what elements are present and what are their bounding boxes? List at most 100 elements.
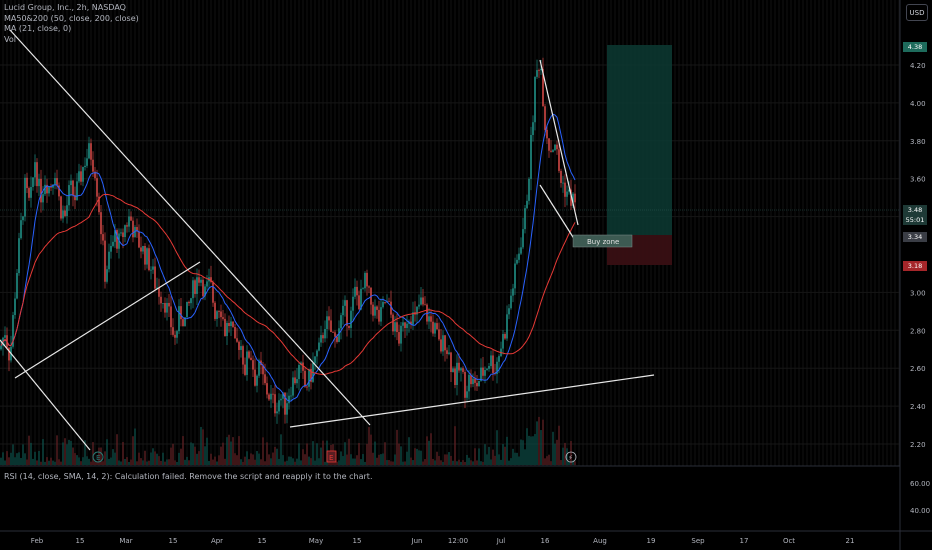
candle <box>254 358 256 387</box>
price-label-bg <box>903 42 927 52</box>
candle <box>544 103 546 136</box>
time-tick-label: Sep <box>691 537 705 545</box>
candle <box>94 167 96 181</box>
candle <box>280 394 282 406</box>
volume-bar <box>464 461 466 465</box>
candle <box>322 332 324 344</box>
volume-bar <box>518 456 520 465</box>
chart-legend[interactable]: Lucid Group, Inc., 2h, NASDAQ MA50&200 (… <box>4 3 139 45</box>
volume-bar <box>476 460 478 465</box>
volume-bar <box>28 435 30 465</box>
volume-bar <box>158 456 160 465</box>
candle <box>526 194 528 210</box>
candle <box>130 211 132 221</box>
volume-bar <box>280 434 282 465</box>
candle <box>46 178 48 203</box>
candle <box>80 165 82 186</box>
volume-bar <box>568 461 570 465</box>
candle <box>496 357 498 384</box>
candle <box>562 175 564 193</box>
volume-bar <box>262 437 264 465</box>
volume-bar <box>358 443 360 465</box>
buy-zone-label: Buy zone <box>587 238 619 246</box>
candle <box>250 351 252 361</box>
volume-bar <box>76 455 78 465</box>
price-label: 3.48 <box>903 205 927 215</box>
volume-bar <box>208 460 210 465</box>
volume-bar <box>560 460 562 465</box>
candle <box>242 344 244 374</box>
candle <box>346 299 348 337</box>
volume-bar <box>480 461 482 465</box>
volume-bar <box>154 451 156 465</box>
volume-bar <box>198 451 200 465</box>
volume-bar <box>510 458 512 465</box>
volume-bar <box>388 460 390 465</box>
candle <box>30 176 32 208</box>
candle <box>38 173 40 197</box>
volume-bar <box>524 449 526 465</box>
legend-volume[interactable]: Vol <box>4 34 16 44</box>
volume-bar <box>34 451 36 465</box>
candle <box>316 349 318 365</box>
candle <box>88 136 90 160</box>
volume-bar <box>322 440 324 465</box>
volume-bar <box>384 442 386 465</box>
candle <box>4 326 6 346</box>
candle <box>378 300 380 325</box>
candle <box>292 371 294 399</box>
volume-bar <box>570 441 572 465</box>
volume-bars <box>0 416 576 465</box>
currency-button[interactable]: USD <box>906 4 928 21</box>
legend-ma50-200[interactable]: MA50&200 (50, close, 200, close) <box>4 13 139 23</box>
candle <box>308 368 310 392</box>
volume-bar <box>556 439 558 465</box>
volume-bar <box>438 456 440 465</box>
volume-bar <box>418 450 420 465</box>
volume-bar <box>206 437 208 465</box>
volume-bar <box>174 460 176 465</box>
volume-bar <box>360 459 362 465</box>
volume-bar <box>52 460 54 465</box>
candle <box>366 269 368 296</box>
candle <box>310 363 312 390</box>
legend-ma21[interactable]: MA (21, close, 0) <box>4 24 72 33</box>
candle <box>326 310 328 339</box>
volume-bar <box>410 457 412 465</box>
candle <box>474 371 476 391</box>
volume-bar <box>260 459 262 465</box>
volume-bar <box>84 440 86 465</box>
candle <box>508 304 510 320</box>
volume-bar <box>526 428 528 465</box>
volume-bar <box>320 447 322 465</box>
volume-bar <box>50 457 52 465</box>
volume-bar <box>308 456 310 465</box>
candle <box>486 368 488 371</box>
candle <box>200 276 202 287</box>
candle <box>420 287 422 306</box>
flash-marker <box>565 451 577 463</box>
volume-bar <box>346 454 348 465</box>
volume-bar <box>516 452 518 465</box>
rsi-legend[interactable]: RSI (14, close, SMA, 14, 2): Calculation… <box>4 472 373 481</box>
candle <box>510 289 512 310</box>
candle <box>252 355 254 378</box>
legend-symbol[interactable]: Lucid Group, Inc., 2h, NASDAQ <box>4 3 126 12</box>
candle <box>404 321 406 339</box>
volume-bar <box>266 442 268 465</box>
volume-bar <box>514 452 516 465</box>
volume-bar <box>336 461 338 465</box>
price-tick-label: 2.20 <box>910 441 926 449</box>
candle <box>548 138 550 158</box>
volume-bar <box>338 460 340 465</box>
dividend-marker-label: E <box>96 454 100 462</box>
candle <box>14 292 16 319</box>
candle <box>500 341 502 358</box>
volume-bar <box>428 440 430 465</box>
candle <box>534 76 536 131</box>
candle <box>574 184 576 212</box>
volume-bar <box>72 447 74 465</box>
volume-bar <box>422 461 424 465</box>
volume-bar <box>10 452 12 465</box>
